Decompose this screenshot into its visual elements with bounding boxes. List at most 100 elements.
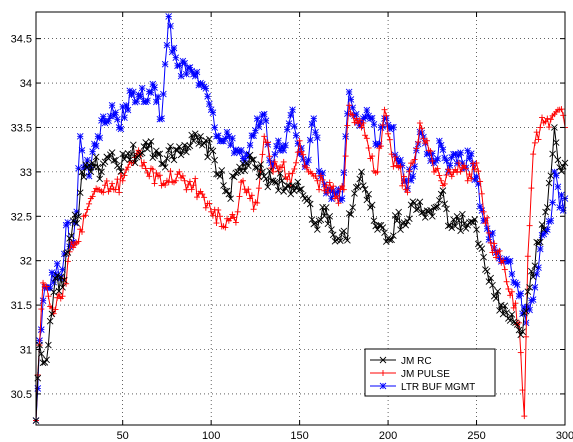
data-point-star <box>409 172 417 180</box>
data-point-star <box>363 106 371 114</box>
data-point-plus <box>109 180 116 187</box>
data-point-plus <box>378 143 384 150</box>
data-point-plus <box>70 244 77 251</box>
data-point-plus <box>406 168 413 175</box>
data-point-x <box>96 175 104 183</box>
axis-ticks: 50 100 150 200 250 300 30.5 31 31.5 32 32.5 33 33.5 3… <box>11 12 573 442</box>
data-point-star <box>237 146 245 154</box>
data-point-plus <box>215 206 222 213</box>
data-point-x <box>98 168 105 176</box>
data-point-plus <box>172 177 179 184</box>
data-point-star <box>457 149 464 157</box>
data-point-star <box>172 54 180 61</box>
data-point-plus <box>199 191 206 198</box>
data-point-x <box>363 196 371 204</box>
data-point-x <box>220 182 227 189</box>
data-point-star <box>37 326 45 333</box>
data-point-plus <box>353 115 360 122</box>
data-point-x <box>359 182 367 189</box>
data-point-star <box>165 13 173 20</box>
data-point-plus <box>485 229 492 236</box>
data-point-x <box>206 135 213 143</box>
data-point-x <box>545 179 553 187</box>
data-point-plus <box>75 238 82 245</box>
data-point-x <box>326 213 334 220</box>
data-point-star <box>397 156 404 164</box>
data-point-star <box>508 270 516 278</box>
data-point-x <box>209 147 217 155</box>
data-point-x <box>349 204 357 211</box>
data-point-plus <box>537 124 544 131</box>
data-point-plus <box>236 193 243 200</box>
data-point-x <box>241 167 249 174</box>
data-point-x <box>191 130 199 137</box>
data-point-plus <box>448 173 455 180</box>
data-point-plus <box>381 106 388 113</box>
y-tick-label: 32.5 <box>11 211 32 223</box>
data-point-x <box>347 211 355 218</box>
data-point-x <box>421 214 429 221</box>
data-point-x <box>354 183 362 190</box>
data-point-plus <box>82 212 89 219</box>
data-point-x <box>358 168 365 176</box>
data-point-x <box>538 221 546 228</box>
data-point-plus <box>468 175 475 182</box>
data-point-x <box>361 186 369 193</box>
data-point-x <box>142 139 150 146</box>
data-point-x <box>535 239 542 247</box>
data-point-x <box>299 192 307 199</box>
data-point-x <box>197 132 204 140</box>
data-point-x <box>246 151 254 159</box>
data-point-x <box>540 226 548 233</box>
data-point-plus <box>323 182 330 189</box>
data-point-x <box>223 187 231 195</box>
data-point-x <box>365 190 372 198</box>
data-point-star <box>206 100 213 108</box>
data-point-plus <box>335 200 342 207</box>
data-point-star <box>349 104 357 112</box>
data-point-plus <box>427 148 434 155</box>
data-point-x <box>328 226 335 233</box>
data-point-plus <box>339 183 346 190</box>
data-point-plus <box>429 157 436 164</box>
data-point-x <box>510 318 518 326</box>
data-point-x <box>418 209 426 216</box>
x-tick-label: 250 <box>467 430 485 442</box>
data-point-plus <box>140 159 147 166</box>
data-point-plus <box>86 200 93 207</box>
plot-frame <box>35 11 566 426</box>
data-point-x <box>276 170 284 177</box>
data-point-plus <box>342 153 349 160</box>
data-point-star <box>202 85 210 92</box>
data-point-plus <box>360 120 367 127</box>
data-point-x <box>411 199 418 207</box>
data-point-x <box>390 232 397 240</box>
data-point-star <box>347 96 355 103</box>
data-point-plus <box>234 208 241 215</box>
data-point-star <box>290 122 298 130</box>
data-point-plus <box>156 172 163 179</box>
data-point-x <box>432 203 440 211</box>
data-point-plus <box>261 133 268 140</box>
data-point-x <box>112 156 119 164</box>
data-point-star <box>289 106 296 114</box>
data-point-star <box>285 120 293 127</box>
data-point-star <box>129 88 137 96</box>
data-point-x <box>87 168 95 176</box>
data-point-x <box>340 227 348 235</box>
data-point-star <box>96 134 104 142</box>
data-point-x <box>451 222 459 230</box>
data-point-x <box>170 156 178 164</box>
data-point-plus <box>231 214 238 221</box>
data-point-plus <box>547 116 554 123</box>
data-point-plus <box>461 162 468 169</box>
data-point-plus <box>112 186 119 193</box>
data-point-x <box>105 155 112 162</box>
data-point-x <box>405 215 413 222</box>
data-point-plus <box>466 171 473 178</box>
data-point-plus <box>91 188 98 195</box>
data-point-star <box>345 88 353 96</box>
data-point-plus <box>255 185 262 192</box>
data-point-plus <box>162 182 169 189</box>
legend-marker <box>379 356 387 364</box>
